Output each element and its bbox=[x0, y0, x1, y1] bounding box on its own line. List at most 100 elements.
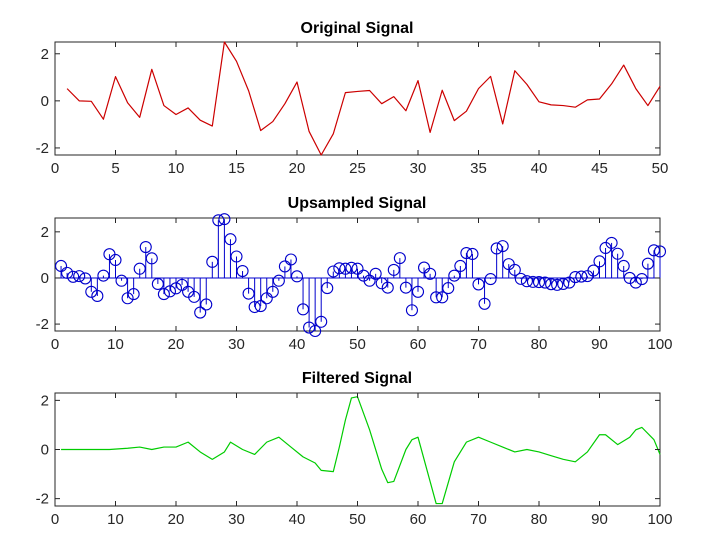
series-line bbox=[66, 41, 661, 156]
stem-marker bbox=[375, 277, 388, 290]
x-tick-label: 40 bbox=[531, 160, 548, 177]
stem-marker bbox=[151, 277, 164, 291]
y-axis: -2 0 2 bbox=[36, 224, 660, 333]
y-tick-label: 0 bbox=[41, 93, 49, 110]
stem-marker bbox=[230, 250, 243, 263]
stem-marker bbox=[514, 272, 527, 285]
stem-marker bbox=[145, 252, 158, 265]
x-tick-label: 70 bbox=[470, 336, 487, 353]
stem-marker bbox=[133, 262, 146, 275]
stem-marker bbox=[508, 263, 521, 276]
stem-marker bbox=[369, 267, 382, 280]
x-tick-label: 100 bbox=[647, 511, 672, 528]
stem-marker bbox=[399, 281, 412, 294]
y-tick-label: 0 bbox=[41, 270, 49, 287]
stem-marker bbox=[575, 270, 588, 283]
x-tick-label: 90 bbox=[591, 511, 608, 528]
stem-marker bbox=[520, 275, 533, 288]
stem-marker bbox=[97, 269, 110, 282]
stem-marker bbox=[345, 261, 358, 274]
stem-marker bbox=[417, 261, 431, 274]
x-tick-label: 80 bbox=[531, 511, 548, 528]
stem-marker bbox=[212, 214, 225, 227]
x-tick-label: 25 bbox=[349, 160, 366, 177]
stem-marker bbox=[611, 247, 624, 260]
upsampled-signal-panel: Upsampled Signal 0 10 20 30 40 50 60 70 80 90 100 … bbox=[36, 195, 673, 353]
stem-marker bbox=[85, 285, 98, 298]
x-tick-label: 45 bbox=[591, 160, 608, 177]
stem-marker bbox=[351, 262, 364, 275]
stem-marker bbox=[127, 288, 140, 301]
stem-marker bbox=[629, 276, 642, 289]
y-tick-label: 2 bbox=[41, 224, 49, 241]
x-tick-label: 35 bbox=[470, 160, 487, 177]
x-tick-label: 60 bbox=[410, 336, 427, 353]
x-tick-label: 0 bbox=[51, 160, 59, 177]
stem-marker bbox=[405, 304, 419, 317]
stem-marker bbox=[545, 278, 558, 291]
plot-area bbox=[66, 41, 661, 156]
stem-marker bbox=[569, 270, 582, 284]
stem-marker bbox=[242, 287, 255, 300]
stem-marker bbox=[363, 274, 376, 287]
stem-marker bbox=[73, 270, 86, 283]
y-axis: -2 0 2 bbox=[36, 46, 660, 157]
stem-marker bbox=[79, 272, 92, 285]
x-axis: 0 10 20 30 40 50 60 70 80 90 100 bbox=[51, 218, 673, 353]
stem-marker bbox=[641, 257, 654, 270]
stem-marker bbox=[115, 274, 128, 287]
y-tick-label: 0 bbox=[41, 442, 49, 459]
stem-marker bbox=[303, 321, 316, 334]
stem-marker bbox=[617, 259, 630, 273]
x-tick-label: 0 bbox=[51, 511, 59, 528]
x-axis: 0 5 10 15 20 25 30 35 40 45 50 bbox=[51, 42, 669, 177]
stem-marker bbox=[526, 275, 540, 288]
stem-marker bbox=[387, 263, 400, 276]
stem-marker bbox=[623, 271, 636, 285]
stem-marker bbox=[587, 264, 600, 277]
stem-marker bbox=[296, 303, 310, 316]
stem-marker bbox=[460, 247, 473, 260]
filtered-signal-panel: Filtered Signal 0 10 20 30 40 50 60 70 80 90 100 -… bbox=[36, 370, 673, 528]
x-tick-label: 60 bbox=[410, 511, 427, 528]
original-signal-panel: Original Signal 0 5 10 15 20 25 30 35 40 45 50 -20… bbox=[36, 20, 669, 177]
x-tick-label: 50 bbox=[652, 160, 669, 177]
y-tick-label: 2 bbox=[41, 392, 49, 409]
x-tick-label: 70 bbox=[470, 511, 487, 528]
y-tick-label: -2 bbox=[36, 491, 49, 508]
y-tick-label: -2 bbox=[36, 316, 49, 333]
stem-marker bbox=[91, 289, 104, 302]
stem-marker bbox=[290, 270, 304, 283]
stem-marker bbox=[109, 253, 122, 267]
x-tick-label: 10 bbox=[168, 160, 185, 177]
x-tick-label: 10 bbox=[107, 336, 124, 353]
x-tick-label: 10 bbox=[107, 511, 124, 528]
x-tick-label: 40 bbox=[289, 511, 306, 528]
stem-marker bbox=[278, 260, 291, 273]
x-axis: 0 10 20 30 40 50 60 70 80 90 100 bbox=[51, 393, 673, 528]
stem-marker bbox=[260, 292, 273, 305]
x-tick-label: 50 bbox=[349, 336, 366, 353]
stem-marker bbox=[381, 281, 394, 294]
stem-marker bbox=[139, 241, 152, 254]
stem-marker bbox=[321, 282, 334, 295]
series-line bbox=[61, 396, 661, 505]
stem-marker bbox=[339, 262, 352, 275]
stem-marker bbox=[436, 291, 449, 304]
stem-marker bbox=[163, 285, 176, 298]
stem-marker bbox=[284, 253, 298, 266]
x-tick-label: 30 bbox=[410, 160, 427, 177]
stem-marker bbox=[393, 252, 406, 265]
stem-marker bbox=[532, 276, 546, 289]
x-tick-label: 5 bbox=[111, 160, 119, 177]
stem-marker bbox=[315, 315, 328, 328]
stem-marker bbox=[54, 259, 68, 273]
stem-marker bbox=[194, 306, 207, 319]
stem-marker bbox=[635, 273, 648, 286]
stem-marker bbox=[61, 266, 74, 279]
stem-marker bbox=[218, 213, 231, 226]
plot-area bbox=[61, 396, 661, 505]
x-tick-label: 50 bbox=[349, 511, 366, 528]
stem-marker bbox=[593, 255, 606, 268]
